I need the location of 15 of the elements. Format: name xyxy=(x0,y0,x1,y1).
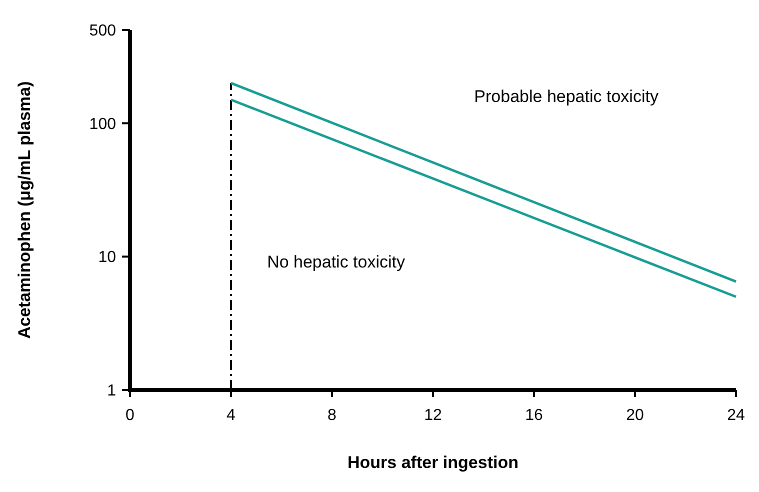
y-tick-label: 10 xyxy=(98,249,116,266)
x-tick-label: 24 xyxy=(727,407,745,424)
x-tick-label: 12 xyxy=(424,407,442,424)
x-axis-title: Hours after ingestion xyxy=(348,453,518,472)
x-tick-label: 16 xyxy=(525,407,543,424)
y-axis-title: Acetaminophen (μg/mL plasma) xyxy=(15,81,34,339)
annotation: No hepatic toxicity xyxy=(267,252,406,272)
y-tick-label: 500 xyxy=(89,22,116,40)
x-tick-label: 8 xyxy=(328,407,337,424)
x-tick-label: 0 xyxy=(126,407,135,424)
x-tick-label: 4 xyxy=(226,407,236,424)
y-tick-label: 1 xyxy=(107,382,116,400)
y-tick-label: 100 xyxy=(89,116,116,133)
x-tick-label: 20 xyxy=(626,407,644,424)
annotation: Probable hepatic toxicity xyxy=(474,87,659,106)
